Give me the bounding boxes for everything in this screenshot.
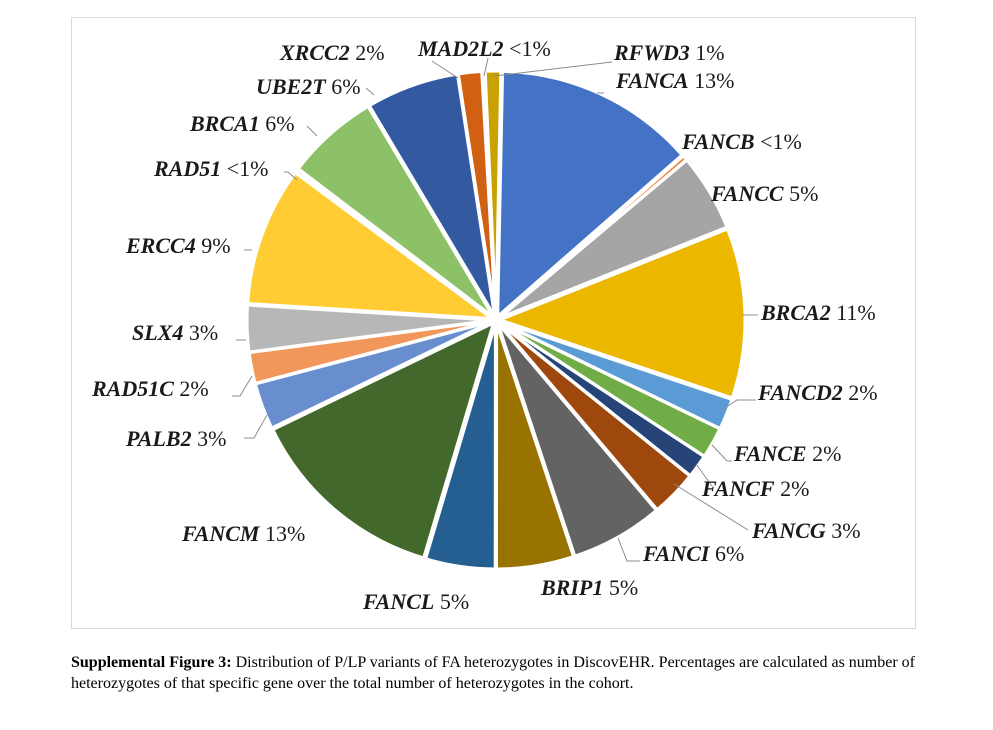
slice-label-rfwd3: RFWD3 1% <box>613 40 725 65</box>
pie-slice-fancl <box>423 323 497 571</box>
slice-label-fancf: FANCF 2% <box>701 476 809 501</box>
slice-gene-fancb: FANCB <box>681 129 755 154</box>
pie-slice-brca1 <box>296 104 495 319</box>
caption-text: Distribution of P/LP variants of FA hete… <box>71 654 915 692</box>
slice-label-fanci: FANCI 6% <box>642 541 744 566</box>
slice-pct-slx4: 3% <box>183 320 218 345</box>
slice-gene-fance: FANCE <box>733 441 807 466</box>
pie-slice-ercc4 <box>246 170 498 321</box>
slice-label-fancm: FANCM 13% <box>181 521 305 546</box>
slice-pct-brca1: 6% <box>260 111 295 136</box>
pie-slice-brca2 <box>495 227 747 400</box>
slice-label-rad51c: RAD51C 2% <box>91 376 209 401</box>
leader-line-ube2t <box>365 87 375 96</box>
chart-frame: FANCA 13% FANCB <1% FANCC 5% BRCA2 11% FANCD… <box>71 17 916 629</box>
slice-label-ube2t: UBE2T 6% <box>256 74 361 99</box>
pie-slice-fancm <box>270 320 496 560</box>
slice-pct-palb2: 3% <box>192 426 227 451</box>
pie-slices <box>245 69 747 571</box>
leader-line-brca1 <box>306 125 318 137</box>
slice-pct-rfwd3: 1% <box>690 40 725 65</box>
slice-gene-brca2: BRCA2 <box>760 300 831 325</box>
pie-slice-slx4 <box>245 303 493 354</box>
slice-pct-xrcc2: 2% <box>350 40 385 65</box>
slice-label-fance: FANCE 2% <box>733 441 841 466</box>
leader-line-xrcc2 <box>431 60 459 79</box>
slice-gene-brca1: BRCA1 <box>189 111 260 136</box>
slice-pct-fancd2: 2% <box>843 380 878 405</box>
slice-gene-rad51: RAD51 <box>153 156 221 181</box>
slice-pct-fancm: 13% <box>259 521 305 546</box>
slice-gene-slx4: SLX4 <box>132 320 183 345</box>
leader-line-rad51 <box>284 171 298 181</box>
caption-label: Supplemental Figure 3: <box>71 654 232 671</box>
slice-pct-ercc4: 9% <box>196 233 231 258</box>
slice-pct-fanca: 13% <box>689 68 735 93</box>
slice-labels: FANCA 13% FANCB <1% FANCC 5% BRCA2 11% FANCD… <box>91 36 878 614</box>
figure-caption: Supplemental Figure 3: Distribution of P… <box>71 652 916 694</box>
slice-gene-fancl: FANCL <box>362 589 434 614</box>
pie-chart: FANCA 13% FANCB <1% FANCC 5% BRCA2 11% FANCD… <box>91 36 878 614</box>
pie-slice-fanca <box>496 69 685 320</box>
slice-label-ercc4: ERCC4 9% <box>125 233 231 258</box>
leader-line-rad51c <box>232 375 253 397</box>
slice-pct-rad51: <1% <box>221 156 268 181</box>
slice-gene-fancd2: FANCD2 <box>757 380 843 405</box>
slice-pct-brca2: 11% <box>831 300 876 325</box>
leader-line-rfwd3 <box>493 61 613 77</box>
slice-label-slx4: SLX4 3% <box>132 320 218 345</box>
slice-gene-mad2l2: MAD2L2 <box>417 36 504 61</box>
slice-pct-fanci: 6% <box>709 541 744 566</box>
leader-line-palb2 <box>244 414 268 439</box>
slice-pct-rad51c: 2% <box>174 376 209 401</box>
slice-label-fancd2: FANCD2 2% <box>757 380 878 405</box>
slice-label-xrcc2: XRCC2 2% <box>279 40 385 65</box>
leader-lines <box>232 57 758 562</box>
slice-gene-ercc4: ERCC4 <box>125 233 196 258</box>
slice-label-brca2: BRCA2 11% <box>760 300 876 325</box>
slice-gene-fanci: FANCI <box>642 541 711 566</box>
slice-pct-fancb: <1% <box>755 129 802 154</box>
slice-label-brip1: BRIP1 5% <box>540 575 638 600</box>
slice-pct-mad2l2: <1% <box>504 36 551 61</box>
slice-gene-palb2: PALB2 <box>125 426 192 451</box>
slice-gene-xrcc2: XRCC2 <box>279 40 350 65</box>
leader-line-mad2l2 <box>483 57 489 77</box>
slice-label-palb2: PALB2 3% <box>125 426 226 451</box>
slice-label-fanca: FANCA 13% <box>615 68 734 93</box>
slice-gene-brip1: BRIP1 <box>540 575 603 600</box>
slice-label-mad2l2: MAD2L2 <1% <box>417 36 551 61</box>
slice-label-fancb: FANCB <1% <box>681 129 802 154</box>
slice-gene-rfwd3: RFWD3 <box>613 40 690 65</box>
slice-pct-ube2t: 6% <box>326 74 361 99</box>
slice-label-brca1: BRCA1 6% <box>189 111 295 136</box>
slice-gene-fancf: FANCF <box>701 476 775 501</box>
slice-label-fancc: FANCC 5% <box>710 181 818 206</box>
slice-gene-fancg: FANCG <box>751 518 826 543</box>
slice-pct-brip1: 5% <box>603 575 638 600</box>
leader-line-fanci <box>617 537 640 562</box>
slice-gene-fancc: FANCC <box>710 181 784 206</box>
slice-gene-ube2t: UBE2T <box>256 74 327 99</box>
pie-slice-fancc <box>498 158 729 320</box>
slice-pct-fance: 2% <box>807 441 842 466</box>
leader-line-fancf <box>695 463 713 487</box>
slice-gene-fanca: FANCA <box>615 68 689 93</box>
slice-pct-fancl: 5% <box>434 589 469 614</box>
slice-gene-rad51c: RAD51C <box>91 376 174 401</box>
slice-label-fancl: FANCL 5% <box>362 589 469 614</box>
slice-pct-fancg: 3% <box>826 518 861 543</box>
leader-line-fance <box>711 444 732 462</box>
slice-label-fancg: FANCG 3% <box>751 518 861 543</box>
leader-line-fancg <box>673 483 749 531</box>
slice-pct-fancf: 2% <box>775 476 810 501</box>
slice-pct-fancc: 5% <box>784 181 819 206</box>
slice-gene-fancm: FANCM <box>181 521 261 546</box>
slice-label-rad51: RAD51 <1% <box>153 156 268 181</box>
leader-line-fancd2 <box>721 399 756 411</box>
